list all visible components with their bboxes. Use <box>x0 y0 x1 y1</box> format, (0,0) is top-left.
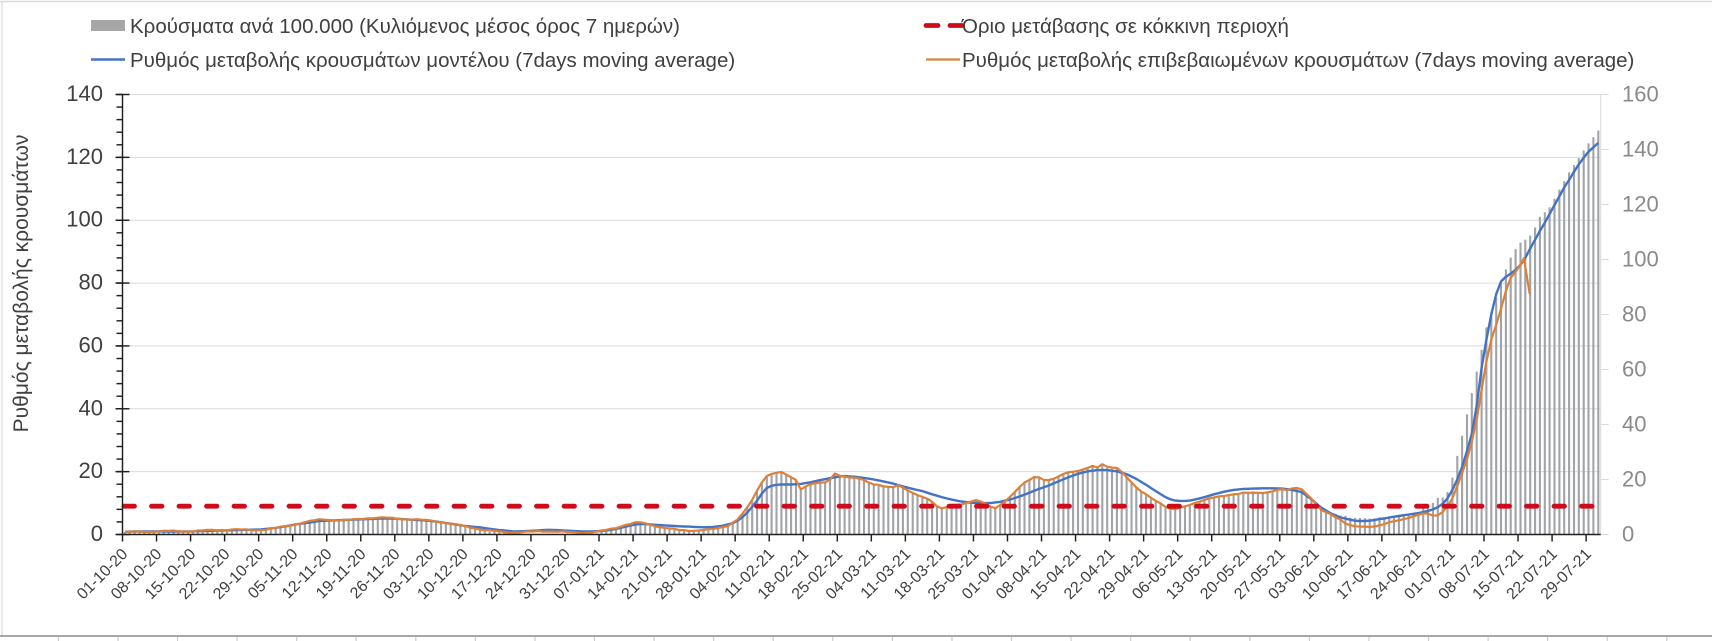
svg-text:Ρυθμός μεταβολής κρουσμάτων: Ρυθμός μεταβολής κρουσμάτων <box>10 135 33 433</box>
svg-text:80: 80 <box>79 270 103 295</box>
svg-text:120: 120 <box>66 144 103 169</box>
svg-text:120: 120 <box>1622 192 1659 217</box>
svg-text:Όριο μετάβασης σε κόκκινη περι: Όριο μετάβασης σε κόκκινη περιοχή <box>961 15 1289 38</box>
svg-text:20: 20 <box>79 458 103 483</box>
svg-text:60: 60 <box>1622 357 1646 382</box>
svg-text:160: 160 <box>1622 82 1659 107</box>
svg-text:40: 40 <box>79 395 103 420</box>
svg-text:Ρυθμός μεταβολής κρουσμάτων μο: Ρυθμός μεταβολής κρουσμάτων μοντέλου (7d… <box>130 49 735 72</box>
svg-text:20: 20 <box>1622 467 1646 492</box>
svg-text:140: 140 <box>1622 137 1659 162</box>
svg-text:Ρυθμός μεταβολής επιβεβαιωμένω: Ρυθμός μεταβολής επιβεβαιωμένων κρουσμάτ… <box>962 49 1634 72</box>
svg-text:60: 60 <box>79 332 103 357</box>
svg-text:0: 0 <box>91 521 103 546</box>
svg-text:0: 0 <box>1622 522 1634 547</box>
svg-text:100: 100 <box>1622 247 1659 272</box>
svg-text:Κρούσματα ανά 100.000 (Κυλιόμε: Κρούσματα ανά 100.000 (Κυλιόμενος μέσος … <box>130 15 680 38</box>
svg-text:40: 40 <box>1622 412 1646 437</box>
svg-text:80: 80 <box>1622 302 1646 327</box>
svg-text:140: 140 <box>66 81 103 106</box>
svg-text:100: 100 <box>66 207 103 232</box>
